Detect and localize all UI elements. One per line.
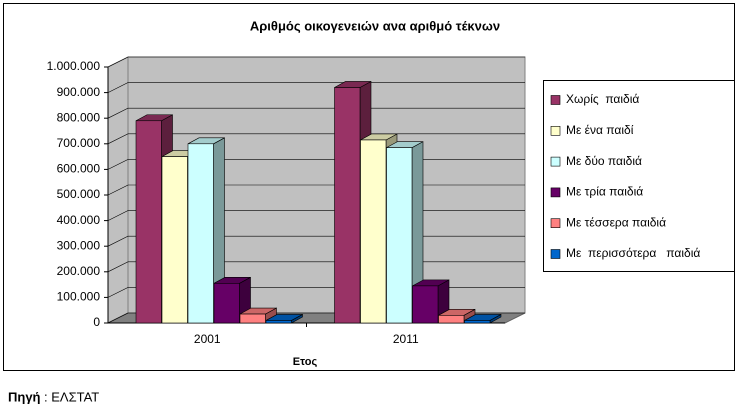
legend-label: Με τέσσερα παιδιά bbox=[566, 215, 666, 229]
bar bbox=[360, 139, 387, 324]
legend-label: Χωρίς παιδιά bbox=[566, 92, 639, 106]
y-tick-label: 600.000 bbox=[57, 162, 101, 176]
x-tick-label: 2001 bbox=[194, 332, 221, 346]
y-tick-label: 1.000.000 bbox=[47, 59, 101, 73]
legend-swatch bbox=[550, 218, 561, 228]
chart-title: Αριθμός οικογενειών ανα αριθμό τέκνων bbox=[250, 18, 500, 33]
y-tick-label: 800.000 bbox=[57, 110, 101, 124]
bar bbox=[265, 320, 292, 324]
source-label: Πηγή bbox=[8, 389, 41, 404]
source: : ΕΛΣΤΑΤ bbox=[44, 389, 99, 404]
legend-swatch bbox=[550, 156, 561, 167]
x-axis-title: Ετος bbox=[293, 356, 318, 368]
bar bbox=[161, 156, 188, 324]
bar bbox=[135, 120, 162, 324]
bar bbox=[438, 315, 465, 324]
bar bbox=[334, 87, 361, 324]
grid-line bbox=[107, 82, 525, 93]
y-tick-label: 300.000 bbox=[57, 238, 101, 252]
bar bbox=[412, 285, 439, 324]
legend-label: Με δύο παιδιά bbox=[566, 154, 642, 168]
grid-line bbox=[107, 107, 525, 119]
y-tick-label: 500.000 bbox=[57, 187, 101, 201]
y-tick-label: 200.000 bbox=[57, 264, 101, 278]
y-tick-label: 0 bbox=[93, 315, 100, 329]
y-tick-label: 400.000 bbox=[57, 213, 101, 227]
y-tick-label: 100.000 bbox=[57, 290, 101, 304]
y-tick-label: 900.000 bbox=[57, 85, 101, 99]
bar bbox=[213, 283, 240, 324]
legend-swatch bbox=[550, 95, 561, 105]
legend-swatch bbox=[550, 126, 561, 136]
grid-line bbox=[107, 56, 525, 68]
bar bbox=[239, 313, 266, 324]
legend-label: Με ένα παιδί bbox=[566, 123, 634, 137]
legend-swatch bbox=[550, 187, 561, 198]
bar bbox=[187, 143, 214, 324]
x-tick-label: 2011 bbox=[393, 332, 419, 346]
y-tick-label: 700.000 bbox=[57, 136, 101, 150]
legend-label: Με περισσότερα παιδιά bbox=[566, 246, 700, 260]
bar bbox=[464, 320, 491, 324]
legend-box bbox=[543, 80, 735, 272]
bar bbox=[386, 147, 413, 324]
legend-swatch bbox=[550, 249, 561, 259]
legend-label: Με τρία παιδιά bbox=[566, 185, 643, 199]
